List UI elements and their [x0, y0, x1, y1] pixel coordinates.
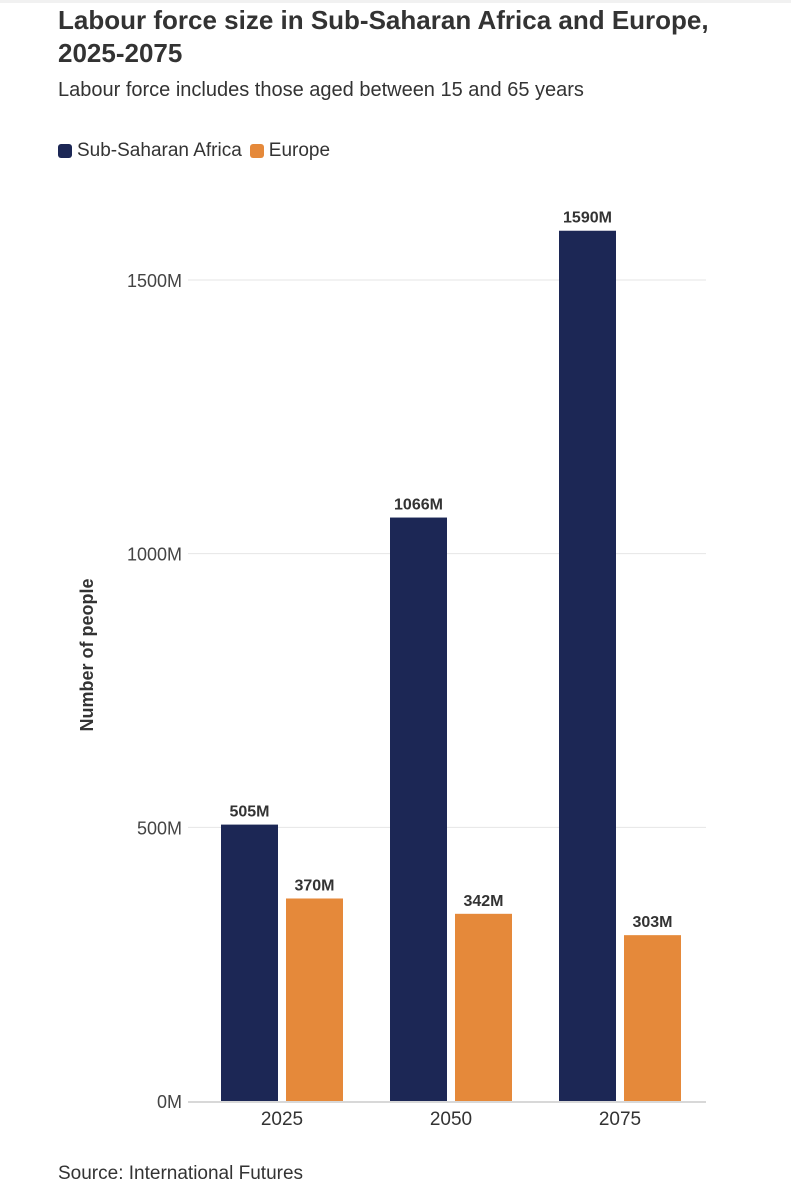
x-axis-tick-labels: 2025 2050 2075	[261, 1109, 641, 1130]
x-tick-label: 2050	[430, 1109, 472, 1130]
bar-europe-2075	[624, 935, 681, 1101]
legend-item-sub-saharan-africa: Sub-Saharan Africa	[58, 140, 242, 162]
x-tick-label: 2025	[261, 1109, 303, 1130]
bars	[221, 230, 681, 1102]
legend-item-europe: Europe	[249, 140, 331, 162]
y-tick-label: 1000M	[127, 545, 182, 565]
data-label: 342M	[463, 893, 503, 910]
chart-title: Labour force size in Sub-Saharan Africa …	[58, 5, 709, 68]
data-label: 370M	[294, 877, 334, 894]
chart-subtitle: Labour force includes those aged between…	[58, 79, 584, 101]
bar-sub-saharan-africa-2025	[221, 824, 278, 1101]
y-tick-label: 1500M	[127, 271, 182, 291]
x-tick-label: 2075	[599, 1109, 641, 1130]
legend-swatch-europe	[249, 144, 264, 158]
data-label: 1590M	[563, 210, 612, 227]
data-labels: 505M 370M 1066M 342M 1590M 303M	[229, 210, 672, 931]
bar-chart: 0M 500M 1000M 1500M 505M 370M 1066M 342M 1590M 3…	[77, 210, 706, 1130]
bar-sub-saharan-africa-2050	[390, 517, 447, 1101]
legend-label-sub-saharan-africa: Sub-Saharan Africa	[77, 140, 242, 161]
y-tick-label: 0M	[157, 1092, 182, 1112]
data-label: 1066M	[394, 497, 443, 514]
source-note: Source: International Futures	[58, 1163, 304, 1184]
y-tick-label: 500M	[137, 818, 182, 838]
data-label: 303M	[632, 914, 672, 931]
y-axis-title: Number of people	[77, 578, 97, 731]
top-rule	[0, 0, 791, 3]
y-axis-tick-labels: 0M 500M 1000M 1500M	[127, 271, 182, 1112]
legend-swatch-sub-saharan-africa	[58, 144, 72, 158]
legend: Sub-Saharan Africa Europe	[58, 138, 338, 164]
bar-europe-2025	[286, 898, 343, 1101]
legend-label-europe: Europe	[268, 140, 331, 161]
bar-sub-saharan-africa-2075	[559, 230, 616, 1102]
data-label: 505M	[229, 804, 269, 821]
bar-europe-2050	[455, 913, 512, 1101]
